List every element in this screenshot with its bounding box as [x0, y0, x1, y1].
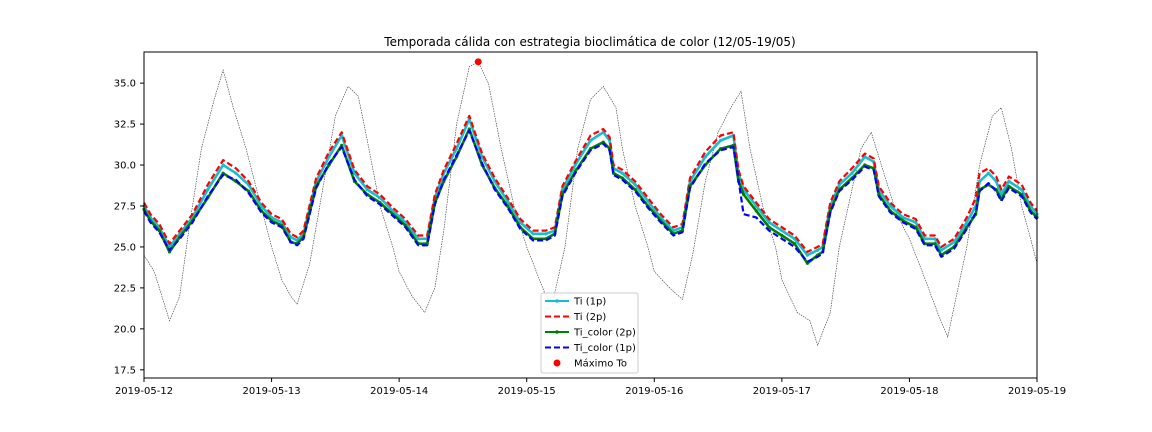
series-point-0: [986, 171, 991, 175]
series-point-0: [206, 188, 210, 192]
series-point-0: [455, 147, 459, 151]
series-point-2: [560, 192, 565, 197]
series-point-0: [805, 253, 810, 257]
series-point-0: [1020, 188, 1024, 192]
x-tick-label: 2019-05-16: [625, 386, 683, 397]
series-point-0: [816, 248, 820, 252]
series-point-2: [167, 250, 172, 254]
series-point-0: [480, 155, 484, 159]
series-point-0: [234, 171, 238, 175]
plot-frame: [143, 51, 1038, 379]
series-point-0: [620, 171, 625, 175]
x-tick-label: 2019-05-14: [370, 386, 428, 397]
series-point-2: [340, 143, 344, 147]
series-point-0: [703, 155, 707, 159]
series-point-0: [888, 204, 892, 208]
y-tick-label: 35.0: [114, 79, 136, 90]
axes: 17.5 20.0 22.5 25.0 27.5 30.0 32.5 35.0 2019-05-…: [114, 51, 1066, 397]
series-point-0: [939, 248, 943, 252]
y-tick-label: 20.0: [114, 324, 136, 335]
series-point-0: [573, 163, 577, 167]
legend: Ti (1p) Ti (2p) Ti_color (2p) Ti_color (1p)…: [540, 292, 639, 374]
series-point-0: [506, 199, 510, 203]
series-line-1: [143, 114, 1038, 253]
legend-box: [540, 292, 639, 374]
series-point-0: [767, 220, 771, 224]
legend-label: Ti_color (1p): [573, 343, 636, 354]
series-point-2: [754, 209, 758, 213]
legend-label: Ti (1p): [573, 297, 606, 308]
legend-swatch-marker: [555, 330, 559, 334]
x-tick-label: 2019-05-12: [115, 386, 173, 397]
plot-area: [142, 58, 1039, 347]
y-tick-label: 22.5: [114, 283, 136, 294]
series-line-3: [143, 129, 1038, 263]
series-point-0: [378, 196, 382, 200]
series-point-0: [391, 209, 395, 213]
series-point-2: [633, 188, 637, 192]
y-tick-label: 27.5: [114, 201, 136, 212]
y-tick-label: 32.5: [114, 120, 136, 131]
series-point-0: [365, 188, 369, 192]
series-point-0: [518, 220, 522, 224]
series-point-2: [965, 225, 969, 229]
series-point-0: [780, 229, 784, 233]
series-point-0: [221, 163, 225, 167]
x-tick-label: 2019-05-19: [1008, 386, 1066, 397]
series-point-2: [767, 225, 771, 229]
series-point-0: [837, 183, 841, 187]
series-point-0: [933, 237, 937, 241]
series-point-0: [978, 179, 982, 183]
x-tick-label: 2019-05-15: [498, 386, 556, 397]
y-tick-label: 30.0: [114, 161, 136, 172]
legend-label: Máximo To: [574, 358, 627, 370]
series-point-2: [620, 176, 625, 180]
max-outdoor-point: [474, 58, 482, 66]
series-point-2: [221, 171, 225, 175]
series-point-0: [965, 220, 969, 224]
series-point-0: [952, 240, 956, 244]
series-point-2: [793, 242, 797, 246]
legend-label: Ti_color (2p): [573, 328, 636, 339]
series-point-2: [1007, 184, 1011, 188]
x-tick-label: 2019-05-18: [880, 386, 938, 397]
series-point-0: [416, 237, 420, 241]
series-point-2: [247, 189, 251, 193]
series-point-0: [719, 138, 723, 143]
series-point-0: [560, 188, 565, 192]
legend-swatch-marker: [555, 299, 559, 303]
y-tick-label: 17.5: [114, 365, 136, 376]
series-point-0: [544, 232, 548, 236]
series-point-0: [531, 232, 535, 236]
series-point-2: [742, 192, 746, 197]
x-tick-label: 2019-05-13: [243, 386, 301, 397]
legend-swatch: [553, 359, 561, 367]
y-tick-label: 25.0: [114, 242, 136, 253]
series-point-0: [850, 171, 854, 175]
chart-title: Temporada cálida con estrategia bioclimá…: [383, 35, 795, 49]
series-point-2: [467, 127, 471, 131]
series-point-0: [1007, 179, 1011, 183]
legend-label: Ti (2p): [573, 312, 606, 323]
x-tick-label: 2019-05-17: [753, 386, 811, 397]
series-point-2: [780, 233, 784, 238]
series-point-2: [933, 242, 937, 246]
outdoor-temperature-line: [143, 61, 1038, 347]
series-point-2: [157, 229, 161, 233]
series-point-0: [633, 183, 637, 187]
series-point-2: [863, 163, 867, 167]
series-point-0: [901, 215, 905, 220]
series-point-0: [914, 220, 918, 224]
series-point-2: [901, 219, 905, 223]
series-point-0: [588, 138, 593, 143]
